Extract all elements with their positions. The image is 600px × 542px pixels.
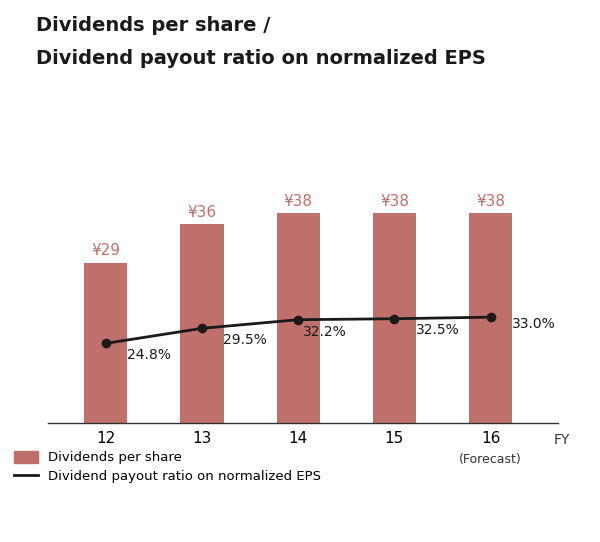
Text: 24.8%: 24.8% xyxy=(127,348,171,362)
Text: Dividends per share /: Dividends per share / xyxy=(36,16,271,35)
Text: FY: FY xyxy=(553,434,569,447)
Bar xyxy=(277,213,320,423)
Text: ¥38: ¥38 xyxy=(284,193,313,209)
Text: ¥29: ¥29 xyxy=(91,243,120,259)
Text: 32.5%: 32.5% xyxy=(416,323,460,337)
Text: ¥38: ¥38 xyxy=(380,193,409,209)
Legend: Dividends per share, Dividend payout ratio on normalized EPS: Dividends per share, Dividend payout rat… xyxy=(14,451,321,483)
Text: (Forecast): (Forecast) xyxy=(459,453,522,466)
Text: 33.0%: 33.0% xyxy=(512,317,556,331)
Text: Dividend payout ratio on normalized EPS: Dividend payout ratio on normalized EPS xyxy=(36,49,486,68)
Bar xyxy=(373,213,416,423)
Text: ¥38: ¥38 xyxy=(476,193,505,209)
Bar xyxy=(181,224,224,423)
Text: 29.5%: 29.5% xyxy=(223,333,267,347)
Bar xyxy=(84,263,127,423)
Text: ¥36: ¥36 xyxy=(187,205,217,220)
Text: 32.2%: 32.2% xyxy=(303,325,347,339)
Bar xyxy=(469,213,512,423)
